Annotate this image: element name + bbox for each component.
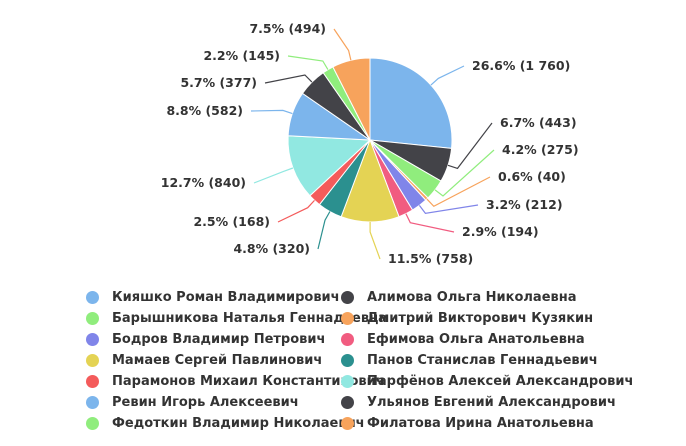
legend-label: Бодров Владимир Петрович [112, 332, 326, 347]
legend-label: Кияшко Роман Владимирович [112, 290, 340, 305]
data-label: 4.8% (320) [233, 241, 310, 256]
data-label: 5.7% (377) [180, 75, 257, 90]
legend-item[interactable]: Парамонов Михаил Константинович [86, 373, 385, 390]
legend-marker-icon [341, 291, 354, 304]
pie-slice[interactable] [287, 135, 372, 197]
data-label: 7.5% (494) [249, 21, 326, 36]
data-label: 4.2% (275) [502, 142, 579, 157]
legend-label: Парфёнов Алексей Александрович [367, 374, 634, 389]
legend-item[interactable]: Парфёнов Алексей Александрович [341, 373, 671, 390]
pie-slice[interactable] [369, 57, 453, 149]
legend-label: Парамонов Михаил Константинович [112, 374, 385, 389]
legend-marker-icon [86, 333, 99, 346]
data-label: 0.6% (40) [498, 169, 566, 184]
legend-marker-icon [341, 354, 354, 367]
legend-label: Ревин Игорь Алексеевич [112, 395, 299, 410]
legend-marker-icon [86, 417, 99, 430]
data-label: 2.2% (145) [203, 48, 280, 63]
legend-label: Алимова Ольга Николаевна [367, 290, 577, 305]
legend-marker-icon [341, 333, 354, 346]
pie-chart: 26.6% (1 760) 6.7% (443) 4.2% (275) 0.6% (4… [161, 21, 579, 266]
legend-marker-icon [341, 417, 354, 430]
label-connector [434, 149, 495, 197]
label-connector [405, 213, 455, 233]
legend-item[interactable]: Бодров Владимир Петрович [86, 331, 341, 348]
pie-slices [287, 57, 453, 223]
legend-label: Барышникова Наталья Геннадьевна [112, 311, 387, 326]
legend-label: Мамаев Сергей Павлинович [112, 353, 323, 368]
legend-marker-icon [341, 375, 354, 388]
label-connectors [250, 28, 495, 260]
label-connector [253, 167, 294, 184]
legend-item[interactable]: Ульянов Евгений Александрович [341, 394, 671, 411]
legend-item[interactable]: Ревин Игорь Алексеевич [86, 394, 341, 411]
legend-item[interactable]: Ефимова Ольга Анатольевна [341, 331, 671, 348]
data-label: 6.7% (443) [500, 115, 577, 130]
legend-label: Федоткин Владимир Николаевич [112, 416, 365, 431]
legend-marker-icon [86, 375, 99, 388]
legend-label: Ефимова Ольга Анатольевна [367, 332, 585, 347]
label-connector [287, 55, 329, 70]
data-label: 2.9% (194) [462, 224, 539, 239]
label-connector [447, 122, 493, 170]
label-connector [426, 176, 491, 208]
data-label: 3.2% (212) [486, 197, 563, 212]
label-connector [333, 28, 352, 61]
legend-label: Панов Станислав Геннадьевич [367, 353, 598, 368]
label-connector [264, 74, 313, 84]
legend-item[interactable]: Филатова Ирина Анатольевна [341, 415, 671, 432]
legend: Кияшко Роман Владимирович Алимова Ольга Н… [86, 289, 686, 432]
legend-label: Ульянов Евгений Александрович [367, 395, 616, 410]
label-connector [369, 222, 381, 260]
legend-label: Филатова Ирина Анатольевна [367, 416, 594, 431]
legend-item[interactable]: Кияшко Роман Владимирович [86, 289, 341, 306]
label-connector [418, 204, 479, 215]
legend-item[interactable]: Панов Станислав Геннадьевич [341, 352, 671, 369]
data-labels: 26.6% (1 760) 6.7% (443) 4.2% (275) 0.6% (4… [161, 21, 579, 266]
label-connector [250, 109, 293, 115]
label-connector [317, 211, 331, 250]
legend-item[interactable]: Мамаев Сергей Павлинович [86, 352, 341, 369]
legend-marker-icon [86, 291, 99, 304]
legend-item[interactable]: Алимова Ольга Николаевна [341, 289, 671, 306]
data-label: 26.6% (1 760) [472, 58, 570, 73]
label-connector [430, 65, 465, 86]
data-label: 11.5% (758) [388, 251, 473, 266]
legend-label: Дмитрий Викторович Кузякин [367, 311, 594, 326]
data-label: 2.5% (168) [193, 214, 270, 229]
legend-item[interactable]: Барышникова Наталья Геннадьевна [86, 310, 387, 327]
legend-marker-icon [341, 312, 354, 325]
legend-marker-icon [341, 396, 354, 409]
data-label: 12.7% (840) [161, 175, 246, 190]
label-connector [277, 199, 315, 223]
legend-marker-icon [86, 354, 99, 367]
data-label: 8.8% (582) [166, 103, 243, 118]
legend-marker-icon [86, 312, 99, 325]
legend-item[interactable]: Федоткин Владимир Николаевич [86, 415, 365, 432]
legend-item[interactable]: Дмитрий Викторович Кузякин [341, 310, 671, 327]
legend-marker-icon [86, 396, 99, 409]
